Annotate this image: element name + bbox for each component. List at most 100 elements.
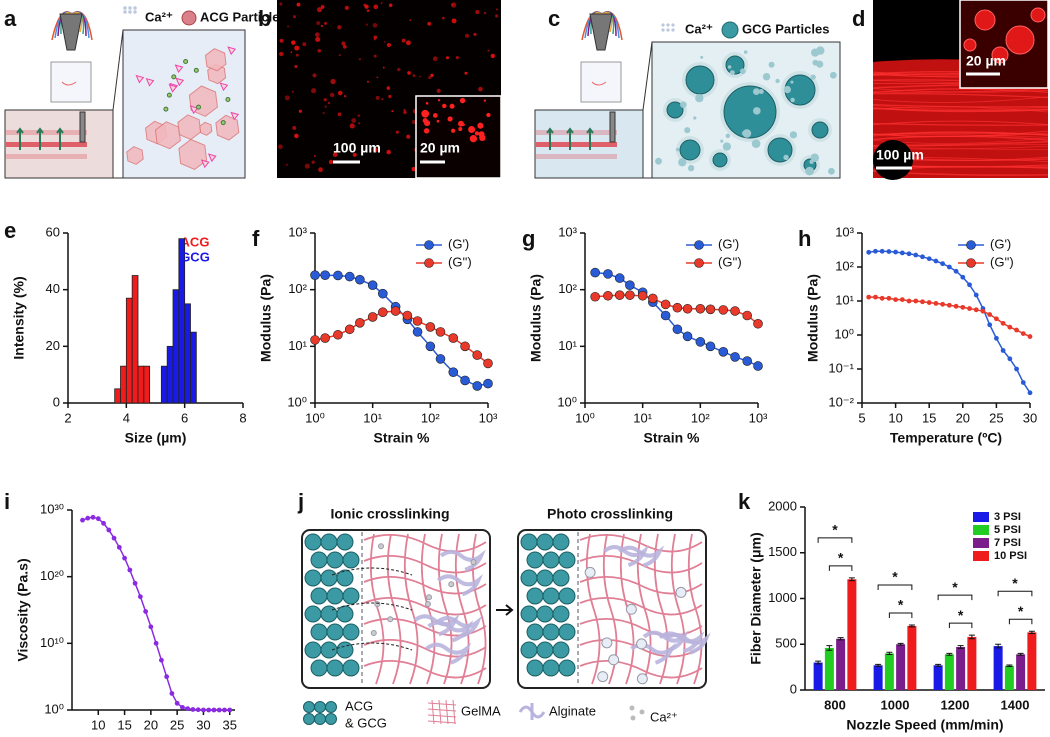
- legend-swatch: [973, 512, 989, 522]
- series-line: [595, 271, 759, 367]
- error-bar: [935, 663, 942, 667]
- legend-label: 7 PSI: [994, 537, 1021, 549]
- hist-bar: [137, 365, 145, 404]
- bar: [967, 636, 977, 690]
- point: [866, 249, 872, 255]
- y-tick-label: 20: [46, 338, 60, 353]
- legend-icon: [325, 701, 337, 713]
- hist-bar: [190, 331, 197, 404]
- hist-bar: [120, 365, 127, 404]
- particle: [310, 587, 328, 605]
- point: [682, 331, 693, 342]
- sig-bracket: [937, 594, 973, 601]
- fluor-dot: [313, 154, 317, 158]
- ca-ion: [448, 581, 455, 588]
- dark-void: [873, 140, 913, 180]
- legend-label: (G'): [718, 236, 739, 251]
- fluor-dot: [407, 71, 411, 75]
- panel-label: i: [4, 489, 10, 514]
- x-tick-label: 800: [824, 697, 846, 712]
- particle: [326, 551, 344, 569]
- fiber: [535, 142, 617, 147]
- fluor-dot: [324, 105, 327, 108]
- sig-star: *: [838, 550, 844, 566]
- fluor-dot: [468, 125, 476, 133]
- fiber: [535, 130, 617, 135]
- fluor-dot: [312, 73, 317, 78]
- point: [122, 555, 127, 561]
- gcg-small: [790, 80, 794, 84]
- fluor-dot: [409, 19, 412, 22]
- x-axis-label: Strain %: [643, 430, 700, 446]
- point: [143, 609, 149, 614]
- sig-bracket: [948, 622, 973, 629]
- inset: [415, 95, 502, 179]
- point: [590, 291, 600, 302]
- point: [637, 290, 648, 301]
- panel-label: k: [738, 489, 751, 514]
- sig-bracket: [1008, 618, 1033, 625]
- point: [355, 318, 365, 328]
- fluor-dot: [373, 35, 378, 40]
- point: [435, 327, 446, 337]
- point: [946, 302, 952, 308]
- sig-star: *: [892, 569, 898, 585]
- point: [705, 341, 716, 352]
- x-axis-label: Nozzle Speed (mm/min): [846, 717, 1003, 733]
- point: [158, 657, 164, 663]
- fluor-dot: [464, 71, 468, 75]
- scale-label: 100 µm: [333, 140, 381, 156]
- point: [460, 341, 470, 352]
- point: [390, 306, 401, 316]
- gcg-small: [805, 166, 814, 176]
- gcg-small: [768, 61, 775, 68]
- series-line: [314, 310, 489, 364]
- point: [137, 594, 143, 600]
- point: [879, 295, 885, 301]
- point: [940, 261, 946, 267]
- ion-dot: [123, 6, 127, 10]
- diffusion-arrow: [331, 567, 413, 576]
- fluor-dot: [403, 108, 406, 112]
- hist-bar: [125, 297, 133, 404]
- sig-bracket: [828, 565, 853, 571]
- needle: [79, 111, 86, 143]
- y-tick-label: 10⁰: [287, 394, 307, 409]
- fluor-dot: [320, 24, 324, 28]
- gelma-strand: [363, 554, 487, 574]
- x-tick-label: 8: [239, 410, 246, 425]
- point: [425, 341, 436, 352]
- ca-ion: [166, 92, 172, 98]
- gelma-strand: [437, 533, 453, 685]
- fluor-dot: [432, 113, 438, 118]
- particle: [342, 551, 360, 569]
- fluor-dot: [343, 95, 347, 98]
- point: [195, 707, 201, 713]
- legend-label: ACG: [181, 234, 210, 249]
- y-tick-label: 10¹: [558, 338, 577, 353]
- panel-label: e: [4, 218, 16, 243]
- sig-bracket: [877, 584, 913, 591]
- gcg-small: [810, 153, 819, 162]
- gelma-strand: [363, 533, 487, 553]
- point: [590, 267, 600, 278]
- gcg-particle: [725, 55, 745, 75]
- fluor-dot: [451, 18, 457, 24]
- particle: [304, 569, 322, 587]
- fluor-sphere: [1030, 7, 1046, 23]
- point: [987, 322, 993, 328]
- panel-label: a: [4, 6, 17, 31]
- fluor-dot: [316, 7, 323, 13]
- acg-particle: [126, 146, 144, 165]
- point: [90, 514, 96, 520]
- fluor-dot: [351, 118, 357, 123]
- point: [310, 270, 320, 281]
- fluor-dot: [311, 88, 317, 94]
- point: [920, 299, 925, 305]
- fiber: [5, 154, 87, 159]
- fluor-dot: [328, 159, 334, 165]
- zoom-line: [642, 41, 653, 111]
- ion-dot: [666, 23, 670, 27]
- particle: [520, 641, 538, 659]
- y-axis-label: Intensity (%): [11, 276, 27, 359]
